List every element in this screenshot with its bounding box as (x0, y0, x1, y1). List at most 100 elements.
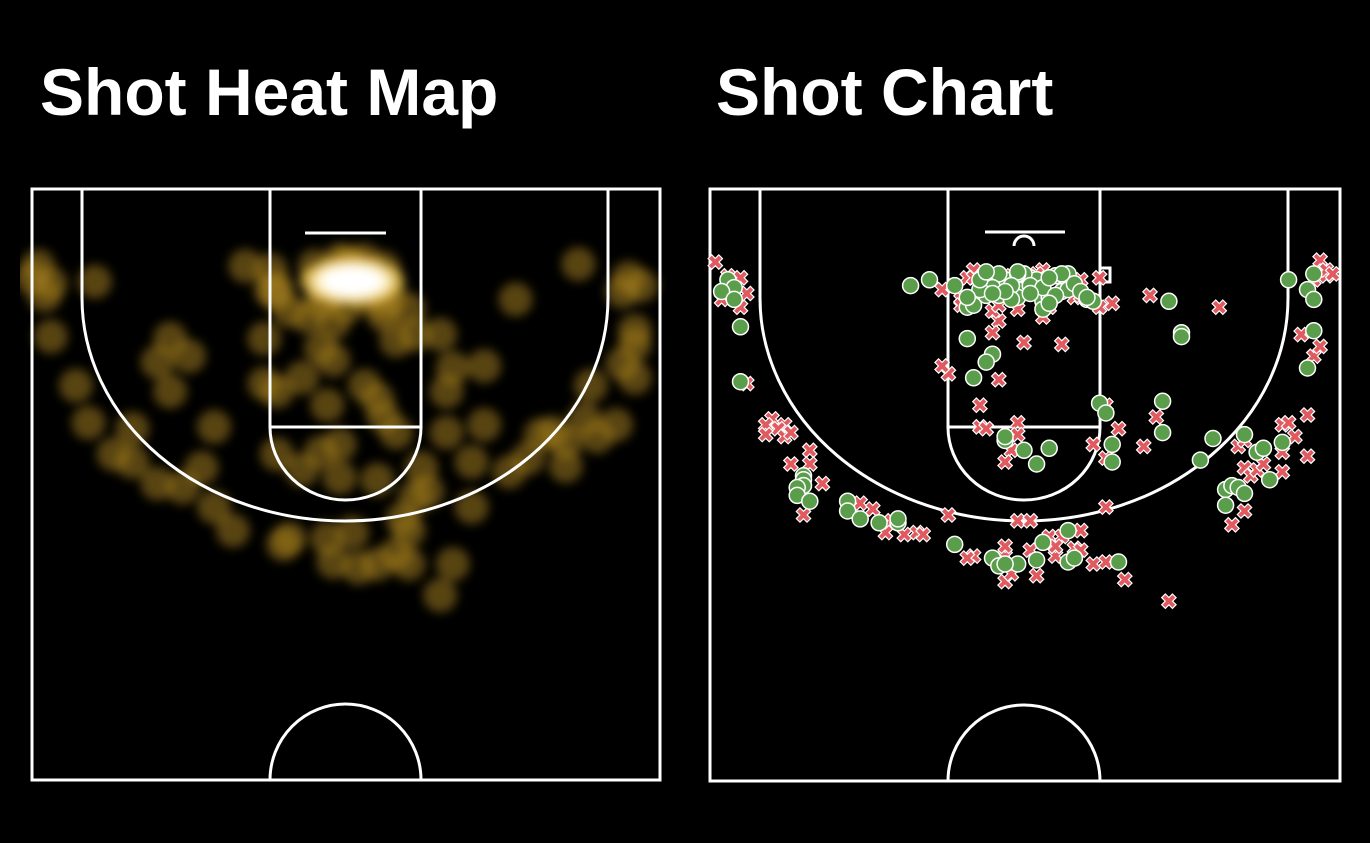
made-shot-marker (1260, 470, 1279, 489)
heat-spot (454, 445, 489, 479)
made-shot-marker (1027, 455, 1046, 473)
made-shot-marker (945, 276, 964, 295)
missed-shot-marker (801, 442, 818, 459)
missed-shot-marker (1160, 593, 1177, 610)
made-shot-marker (1305, 290, 1323, 309)
heat-spot (410, 474, 445, 509)
made-shot-marker (958, 288, 977, 307)
made-shot-marker (1235, 425, 1254, 444)
heat-spot (172, 339, 206, 374)
missed-shot-marker (1009, 512, 1026, 529)
missed-shot-marker (1274, 463, 1291, 480)
missed-shot-marker (1312, 338, 1329, 355)
missed-shot-marker (1085, 555, 1102, 573)
heat-spot (303, 331, 338, 366)
missed-shot-marker (1015, 334, 1033, 351)
heat-spot (322, 460, 357, 495)
free-throw-circle (946, 426, 1102, 502)
missed-shot-marker (707, 254, 724, 271)
made-shot-marker (889, 510, 907, 528)
missed-shot-marker (990, 371, 1007, 388)
heat-spot (498, 282, 533, 317)
missed-shot-marker (997, 453, 1014, 471)
heat-spot (379, 415, 414, 450)
heat-spot (360, 462, 395, 497)
heat-spot (423, 578, 458, 613)
made-shot-marker (996, 555, 1014, 573)
missed-shot-marker (814, 475, 831, 492)
missed-shot-marker (1280, 414, 1297, 431)
heat-spot (467, 407, 502, 442)
missed-shot-marker (1236, 502, 1253, 520)
missed-shot-marker (1110, 420, 1127, 437)
made-shot-marker (1015, 441, 1033, 460)
missed-shot-marker (1097, 553, 1114, 571)
made-shot-marker (1153, 423, 1172, 442)
made-shot-marker (712, 282, 731, 301)
made-shot-marker (983, 284, 1002, 303)
made-shot-marker (1273, 433, 1292, 452)
made-shot-marker (1078, 288, 1096, 307)
heat-layer (20, 243, 659, 613)
heat-spot (228, 249, 263, 283)
made-shot-marker (1040, 269, 1058, 287)
heat-spot (567, 401, 602, 436)
made-shot-marker (1103, 453, 1121, 471)
missed-shot-marker (1091, 269, 1108, 286)
made-shot-marker (1065, 549, 1084, 567)
made-shot-marker (1191, 451, 1210, 469)
heat-spot (27, 278, 62, 313)
shot-marks (707, 252, 1341, 610)
made-shot-marker (964, 369, 983, 387)
missed-shot-marker (978, 420, 995, 437)
heat-spot (322, 427, 357, 462)
missed-shot-marker (1299, 448, 1316, 465)
missed-shot-marker (984, 324, 1001, 341)
made-shot-marker (1034, 533, 1052, 552)
missed-shot-marker (1135, 438, 1152, 455)
missed-shot-marker (1022, 512, 1039, 529)
missed-shot-marker (1009, 426, 1026, 443)
missed-shot-marker (1211, 299, 1228, 316)
missed-shot-marker (864, 501, 881, 518)
missed-shot-marker (934, 357, 951, 375)
heat-spot (197, 490, 232, 525)
heat-spot (259, 437, 294, 472)
made-shot-marker (1059, 521, 1077, 540)
heat-spot (115, 445, 150, 479)
missed-shot-marker (782, 424, 799, 441)
made-shot-marker (1305, 321, 1323, 340)
heat-spot (599, 407, 633, 442)
made-shot-marker (731, 372, 750, 391)
made-shot-marker (1097, 404, 1115, 422)
made-shot-marker (1204, 429, 1222, 448)
missed-shot-marker (934, 281, 951, 298)
center-circle (946, 703, 1102, 782)
made-shot-marker (1216, 496, 1235, 514)
heat-spot (429, 374, 464, 409)
heat-spot (216, 513, 250, 548)
rim (1012, 234, 1036, 247)
heat-spot (291, 300, 326, 334)
heat-spot (379, 323, 414, 358)
made-shot-marker (977, 263, 995, 281)
heat-spot (184, 450, 219, 485)
missed-shot-marker (1299, 406, 1316, 424)
heat-spot (197, 409, 232, 444)
heat-spot (140, 345, 175, 380)
court-lines (30, 187, 662, 782)
made-shot-marker (1103, 435, 1121, 454)
made-shot-marker (1109, 553, 1128, 571)
made-shot-marker (1305, 265, 1323, 283)
made-shot-marker (1027, 551, 1046, 569)
heat-spot (385, 501, 420, 536)
heat-map-title: Shot Heat Map (40, 55, 499, 129)
missed-shot-marker (1148, 408, 1165, 426)
heat-spot (247, 321, 282, 356)
heat-hotspot (322, 267, 383, 296)
free-throw-lane (268, 187, 423, 429)
made-shot-marker (996, 427, 1014, 446)
made-shot-marker (1254, 439, 1273, 458)
three-point-arc (758, 297, 1290, 523)
heat-spot (285, 360, 319, 395)
